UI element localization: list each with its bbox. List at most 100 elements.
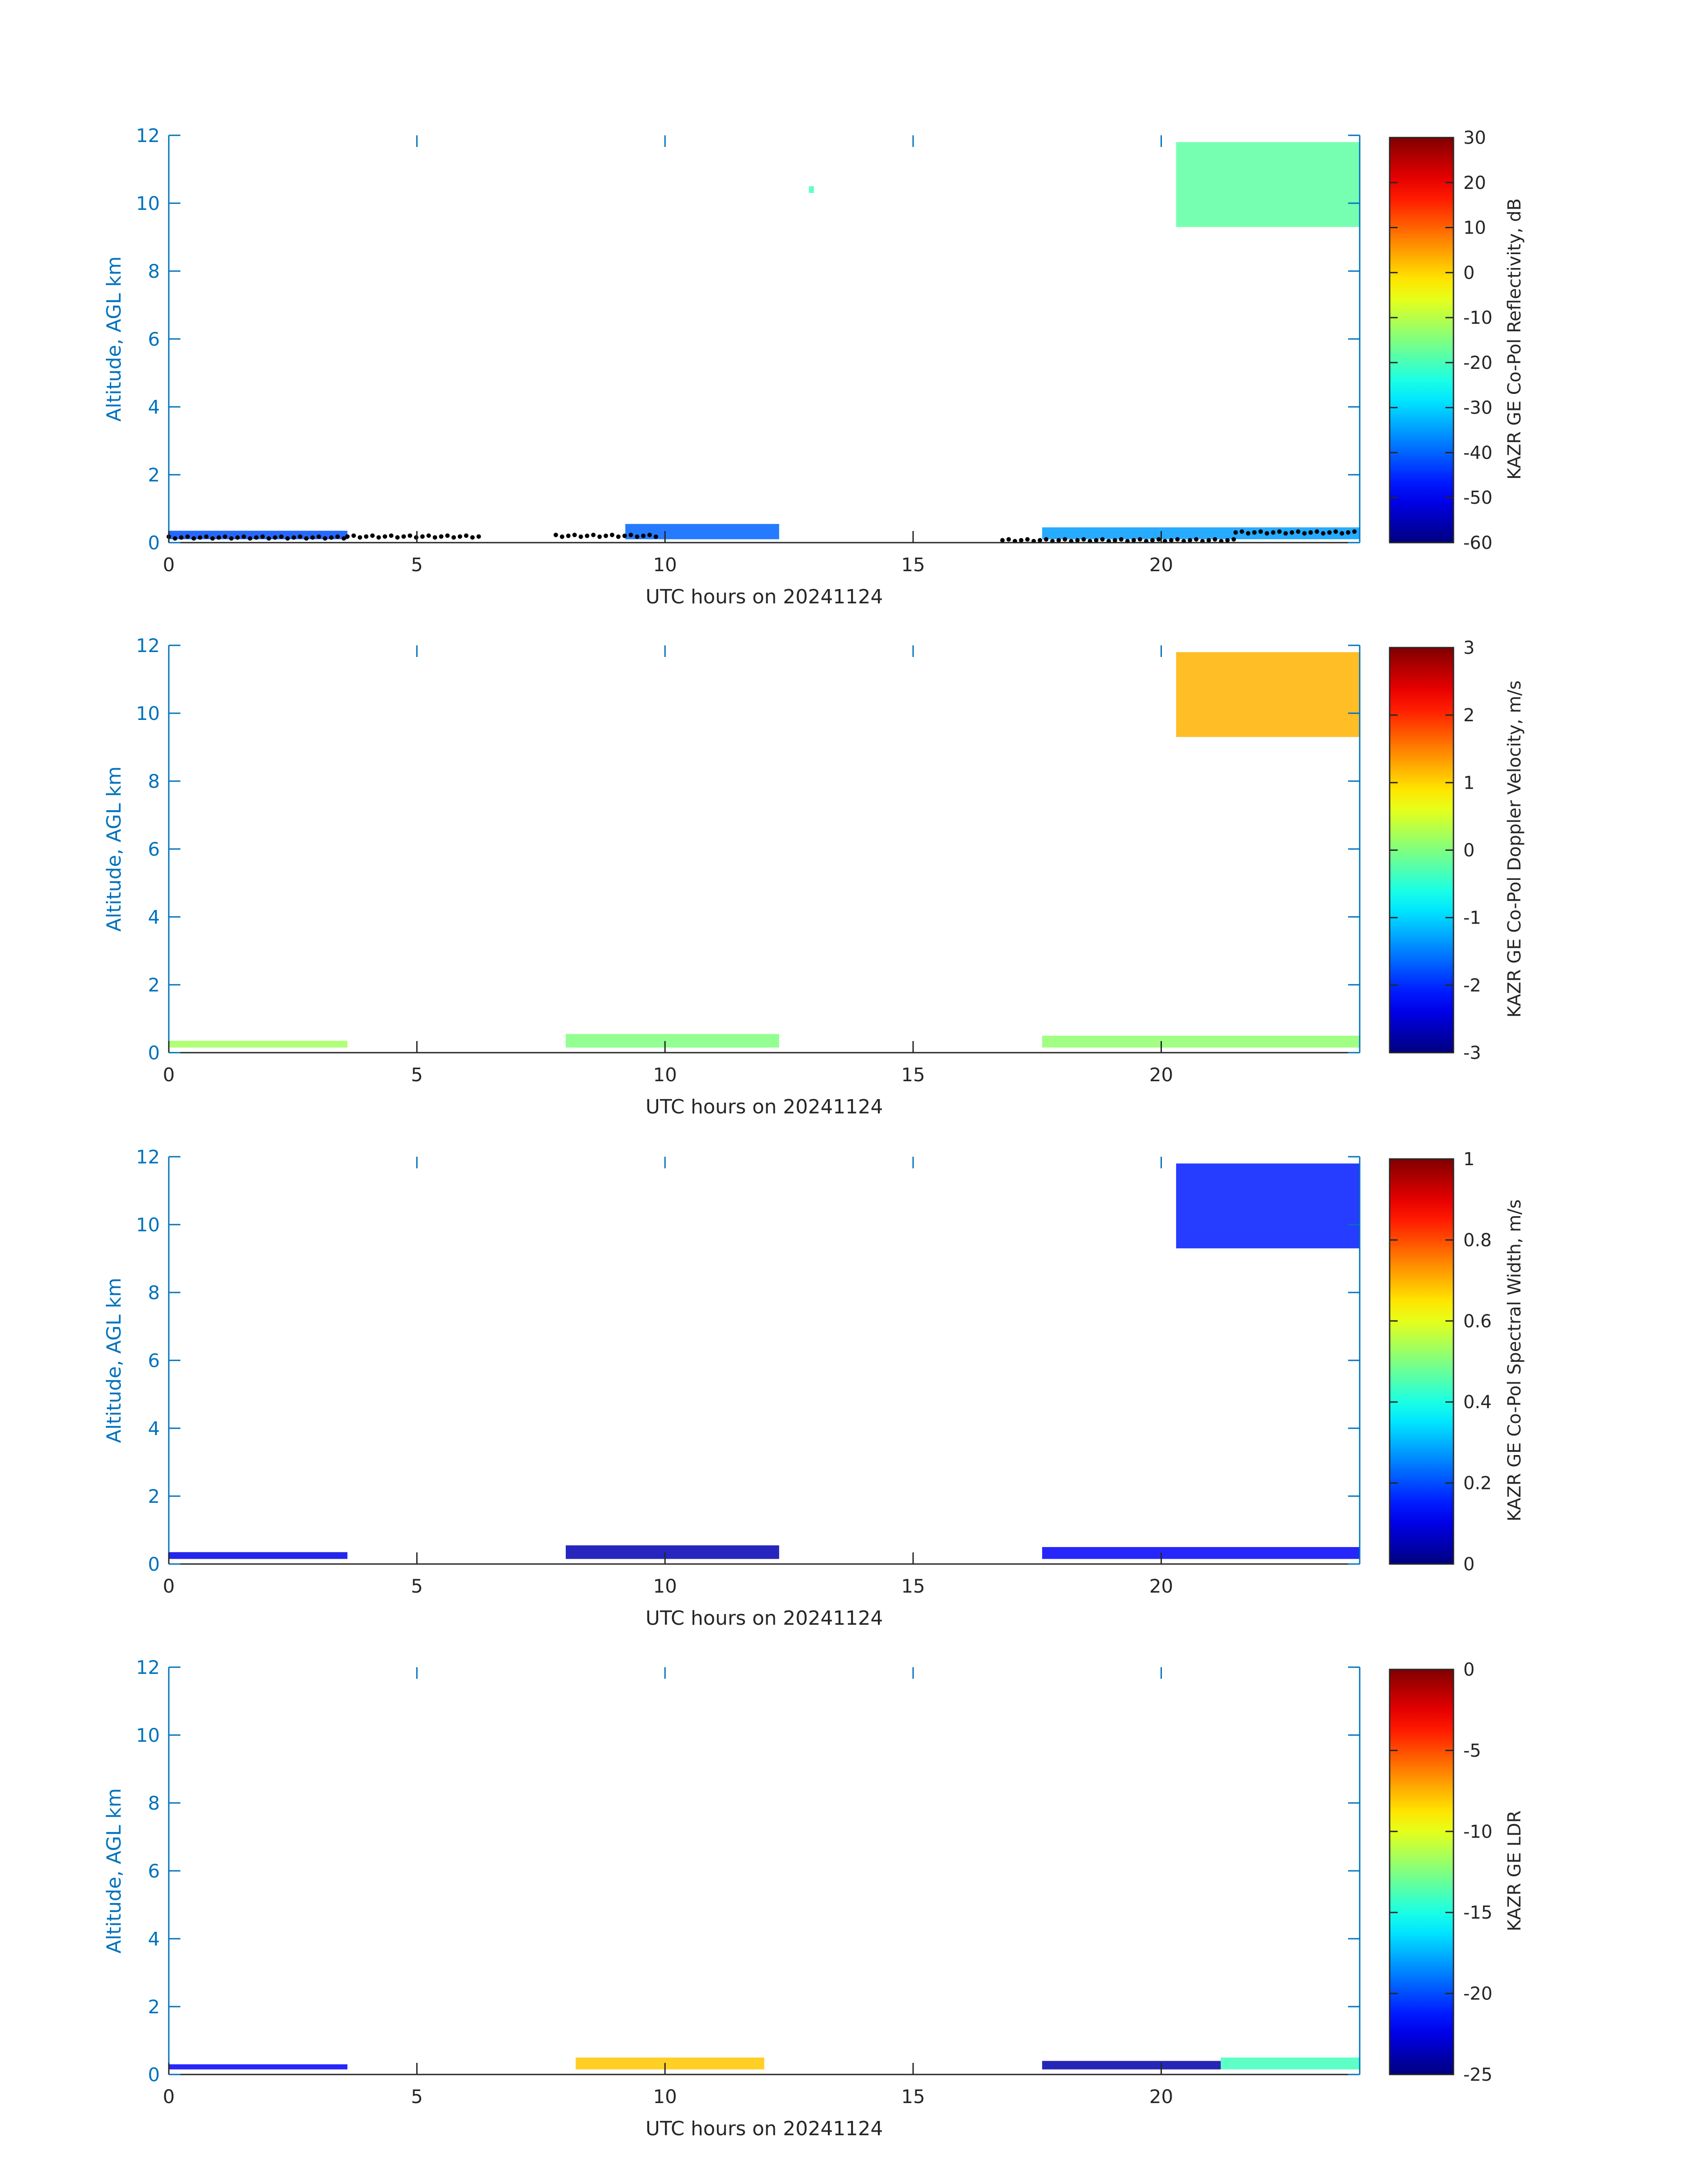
y-tick-label: 8 xyxy=(148,1792,160,1814)
x-tick-label: 5 xyxy=(411,1575,423,1597)
clutter-points xyxy=(167,534,346,541)
y-tick-label: 10 xyxy=(136,1724,160,1746)
colorbar-tick-label: 1 xyxy=(1463,1149,1474,1170)
colorbar-tick-label: -25 xyxy=(1463,2065,1492,2085)
colorbar-tick-label: 1 xyxy=(1463,773,1474,793)
colorbar-gradient xyxy=(1389,1158,1454,1565)
x-tick-label: 20 xyxy=(1149,1064,1173,1086)
data-region xyxy=(1176,652,1360,737)
y-tick-label: 8 xyxy=(148,770,160,792)
y-tick-label: 4 xyxy=(148,1928,160,1950)
x-tick-label: 0 xyxy=(163,1064,175,1086)
y-tick-label: 12 xyxy=(136,1656,160,1678)
x-tick-label: 20 xyxy=(1149,1575,1173,1597)
x-tick-label: 5 xyxy=(411,1064,423,1086)
colorbar-tick-label: 30 xyxy=(1463,128,1486,148)
colorbar-tick-label: 2 xyxy=(1463,705,1474,726)
data-region xyxy=(1042,2061,1221,2070)
colorbar-tick-label: 0.6 xyxy=(1463,1311,1492,1332)
x-tick-label: 20 xyxy=(1149,554,1173,576)
data-region xyxy=(625,524,779,540)
y-tick-label: 12 xyxy=(136,1146,160,1168)
y-tick-label: 6 xyxy=(148,838,160,860)
colorbar-tick-label: 0.4 xyxy=(1463,1392,1492,1413)
data-region xyxy=(1042,1547,1360,1559)
colorbar-tick-label: 0 xyxy=(1463,263,1474,283)
x-axis-label: UTC hours on 20241124 xyxy=(646,2117,883,2140)
y-tick-label: 10 xyxy=(136,192,160,214)
x-tick-label: 10 xyxy=(653,1575,677,1597)
x-tick-label: 15 xyxy=(901,554,925,576)
data-region xyxy=(1176,1163,1360,1249)
x-axis-label: UTC hours on 20241124 xyxy=(646,1096,883,1118)
data-region xyxy=(809,186,814,193)
x-tick-label: 5 xyxy=(411,554,423,576)
colorbar-tick-label: 0 xyxy=(1463,1660,1474,1680)
colorbar-tick-label: -30 xyxy=(1463,398,1492,418)
colorbar: 3 2 1 0 -1 -2 -3 KAZR GE Co-Pol Doppler Velocit… xyxy=(1389,638,1525,1063)
colorbar-label: KAZR GE Co-Pol Doppler Velocity, m/s xyxy=(1504,681,1525,1018)
y-tick-label: 2 xyxy=(148,1996,160,2018)
y-tick-label: 12 xyxy=(136,125,160,146)
x-tick-label: 0 xyxy=(163,1575,175,1597)
x-tick-label: 0 xyxy=(163,2086,175,2108)
colorbar-tick-label: -60 xyxy=(1463,533,1492,553)
y-tick-label: 2 xyxy=(148,974,160,996)
x-axis-label: UTC hours on 20241124 xyxy=(646,586,883,608)
colorbar-tick-label: -20 xyxy=(1463,1984,1492,2004)
data-region xyxy=(1042,1036,1360,1048)
y-tick-label: 8 xyxy=(148,1282,160,1304)
y-tick-label: 12 xyxy=(136,635,160,657)
x-tick-label: 15 xyxy=(901,1575,925,1597)
x-axis-label: UTC hours on 20241124 xyxy=(646,1607,883,1630)
colorbar-gradient xyxy=(1389,137,1454,544)
y-tick-label: 4 xyxy=(148,1418,160,1439)
y-axis-label: Altitude, AGL km xyxy=(103,766,125,932)
data-region xyxy=(1220,2058,1360,2070)
y-tick-label: 0 xyxy=(148,1553,160,1575)
colorbar-label: KAZR GE Co-Pol Spectral Width, m/s xyxy=(1504,1199,1525,1521)
y-tick-label: 6 xyxy=(148,1860,160,1882)
y-tick-label: 6 xyxy=(148,328,160,350)
x-tick-label: 0 xyxy=(163,554,175,576)
y-tick-label: 2 xyxy=(148,464,160,486)
colorbar-tick-label: -15 xyxy=(1463,1903,1492,1923)
x-tick-label: 15 xyxy=(901,2086,925,2108)
y-axis-label: Altitude, AGL km xyxy=(103,1788,125,1953)
y-tick-label: 0 xyxy=(148,2064,160,2086)
x-tick-label: 10 xyxy=(653,2086,677,2108)
y-tick-label: 4 xyxy=(148,396,160,418)
colorbar-gradient xyxy=(1389,647,1454,1054)
data-region xyxy=(576,2058,764,2070)
data-region xyxy=(566,1545,779,1559)
y-tick-label: 0 xyxy=(148,1042,160,1064)
colorbar-tick-label: -3 xyxy=(1463,1043,1481,1063)
data-region xyxy=(169,2064,348,2070)
colorbar-tick-label: -5 xyxy=(1463,1740,1481,1761)
y-tick-label: 4 xyxy=(148,906,160,928)
data-region xyxy=(1176,142,1360,227)
y-tick-label: 0 xyxy=(148,532,160,554)
colorbar-tick-label: 20 xyxy=(1463,173,1486,193)
colorbar-tick-label: -40 xyxy=(1463,443,1492,463)
x-tick-label: 15 xyxy=(901,1064,925,1086)
colorbar-label: KAZR GE Co-Pol Reflectivity, dB xyxy=(1504,198,1525,480)
colorbar-tick-label: 3 xyxy=(1463,638,1474,658)
panel-1: 0 2 4 6 8 10 12 0 5 10 15 20 UTC hours on 20241124 Al… xyxy=(103,125,1525,608)
colorbar-gradient xyxy=(1389,1669,1454,2075)
colorbar-tick-label: -10 xyxy=(1463,1822,1492,1842)
colorbar-tick-label: 0 xyxy=(1463,841,1474,861)
clutter-points xyxy=(1233,529,1357,536)
y-axis-label: Altitude, AGL km xyxy=(103,1278,125,1443)
colorbar-tick-label: 0.8 xyxy=(1463,1230,1492,1251)
clutter-points xyxy=(345,533,481,540)
x-tick-label: 5 xyxy=(411,2086,423,2108)
clutter-points xyxy=(553,532,658,539)
data-region xyxy=(1042,527,1360,540)
colorbar-tick-label: 0 xyxy=(1463,1554,1474,1575)
y-axis-label: Altitude, AGL km xyxy=(103,256,125,422)
